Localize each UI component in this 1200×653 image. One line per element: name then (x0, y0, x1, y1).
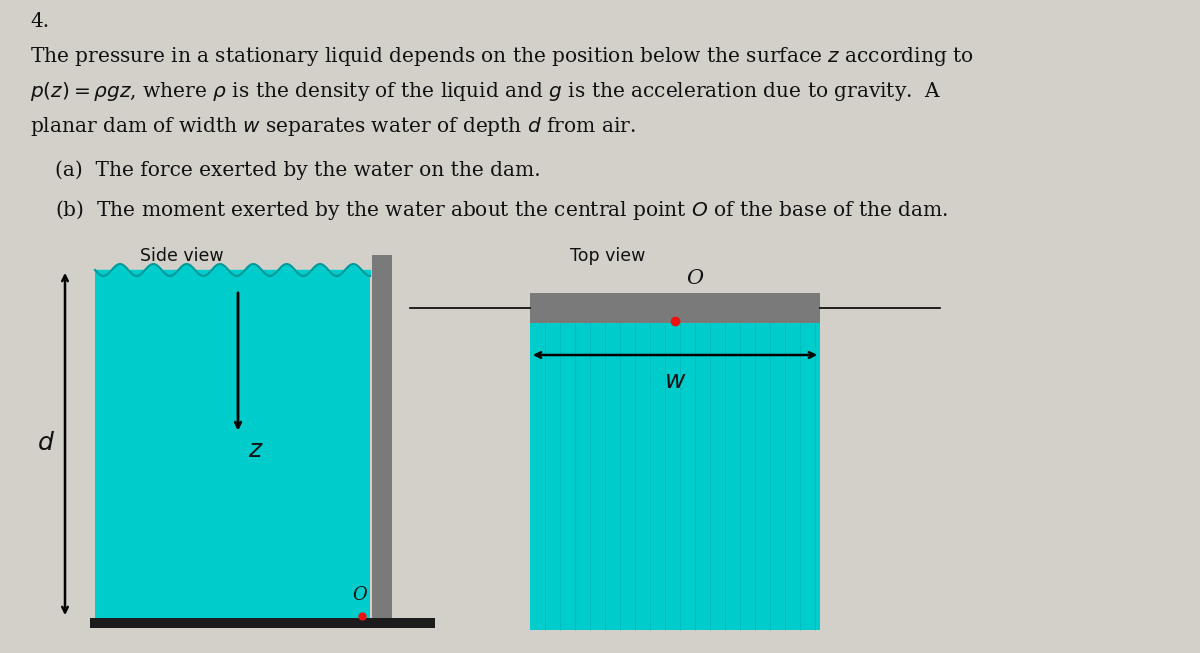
Text: O: O (353, 586, 367, 604)
Bar (530, 293, 820, 323)
Text: planar dam of width $w$ separates water of depth $d$ from air.: planar dam of width $w$ separates water … (30, 115, 636, 138)
Text: O: O (686, 269, 703, 288)
Text: (b)  The moment exerted by the water about the central point $O$ of the base of : (b) The moment exerted by the water abou… (55, 198, 948, 222)
Bar (372, 255, 392, 618)
Text: $d$: $d$ (37, 432, 55, 456)
Text: (a)  The force exerted by the water on the dam.: (a) The force exerted by the water on th… (55, 160, 541, 180)
Bar (90, 618, 436, 628)
Text: $w$: $w$ (664, 370, 686, 393)
Text: $p(z) = \rho gz$, where $\rho$ is the density of the liquid and $g$ is the accel: $p(z) = \rho gz$, where $\rho$ is the de… (30, 80, 941, 103)
Text: Top view: Top view (570, 247, 646, 265)
Bar (95, 270, 370, 618)
Text: 4.: 4. (30, 12, 49, 31)
Text: Side view: Side view (140, 247, 223, 265)
Text: $z$: $z$ (248, 439, 264, 462)
Text: The pressure in a stationary liquid depends on the position below the surface $z: The pressure in a stationary liquid depe… (30, 45, 973, 68)
Bar (530, 295, 820, 630)
